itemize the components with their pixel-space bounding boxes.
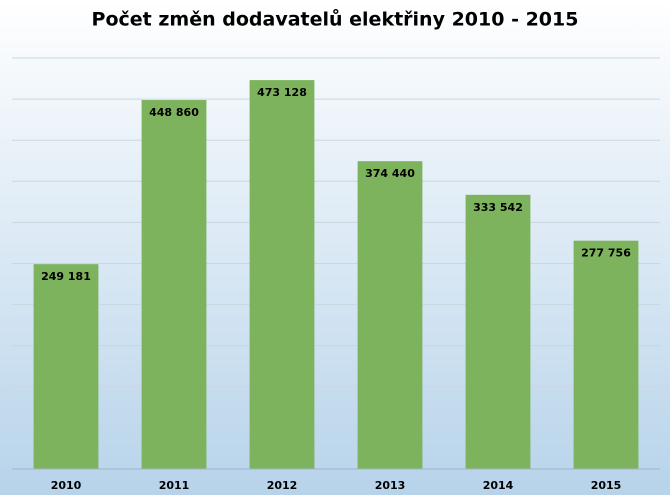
bar [573, 240, 639, 469]
value-label: 277 756 [581, 247, 631, 260]
value-label: 249 181 [41, 270, 91, 283]
bar [141, 100, 207, 469]
value-label: 448 860 [149, 106, 199, 119]
x-tick-label: 2014 [483, 479, 514, 492]
x-tick-label: 2010 [51, 479, 82, 492]
bar [465, 194, 531, 469]
bar [357, 161, 423, 469]
value-label: 333 542 [473, 201, 523, 214]
x-tick-label: 2015 [591, 479, 622, 492]
x-tick-label: 2011 [159, 479, 190, 492]
bar [249, 80, 315, 470]
chart-title: Počet změn dodavatelů elektřiny 2010 - 2… [92, 8, 579, 31]
value-label: 374 440 [365, 167, 415, 180]
bar [33, 264, 99, 469]
x-tick-label: 2013 [375, 479, 406, 492]
value-label: 473 128 [257, 86, 307, 99]
x-tick-label: 2012 [267, 479, 298, 492]
